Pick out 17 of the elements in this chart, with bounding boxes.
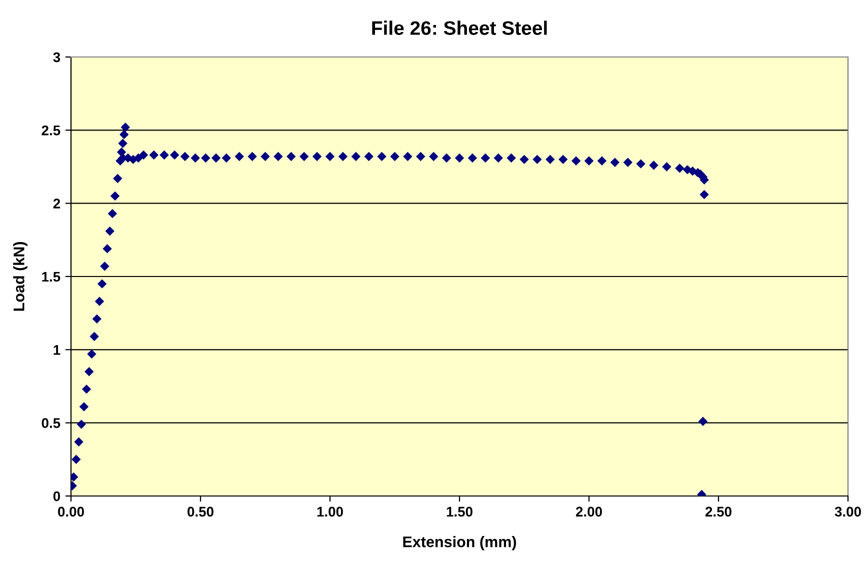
chart-title: File 26: Sheet Steel xyxy=(372,20,547,35)
y-tick-label: 1 xyxy=(54,345,60,355)
x-tick-label: 3.00 xyxy=(834,506,861,517)
x-tick-label: 0.00 xyxy=(58,506,84,517)
x-tick-label: 1.00 xyxy=(317,506,343,517)
y-tick-label: 0.5 xyxy=(42,418,60,428)
x-tick-label: 2.50 xyxy=(705,506,732,517)
x-axis-title: Extension (mm) xyxy=(403,536,516,550)
x-tick-label: 2.00 xyxy=(576,506,602,517)
y-tick-label: 2.5 xyxy=(42,126,60,136)
y-axis-title: Load (kN) xyxy=(13,242,28,311)
x-tick-label: 0.50 xyxy=(188,506,214,517)
y-tick-label: 3 xyxy=(53,52,60,62)
y-tick-label: 2 xyxy=(53,198,60,208)
y-tick-label: 0 xyxy=(53,491,60,502)
x-tick-label: 1.50 xyxy=(446,506,472,517)
y-tick-label: 1.5 xyxy=(42,272,60,282)
